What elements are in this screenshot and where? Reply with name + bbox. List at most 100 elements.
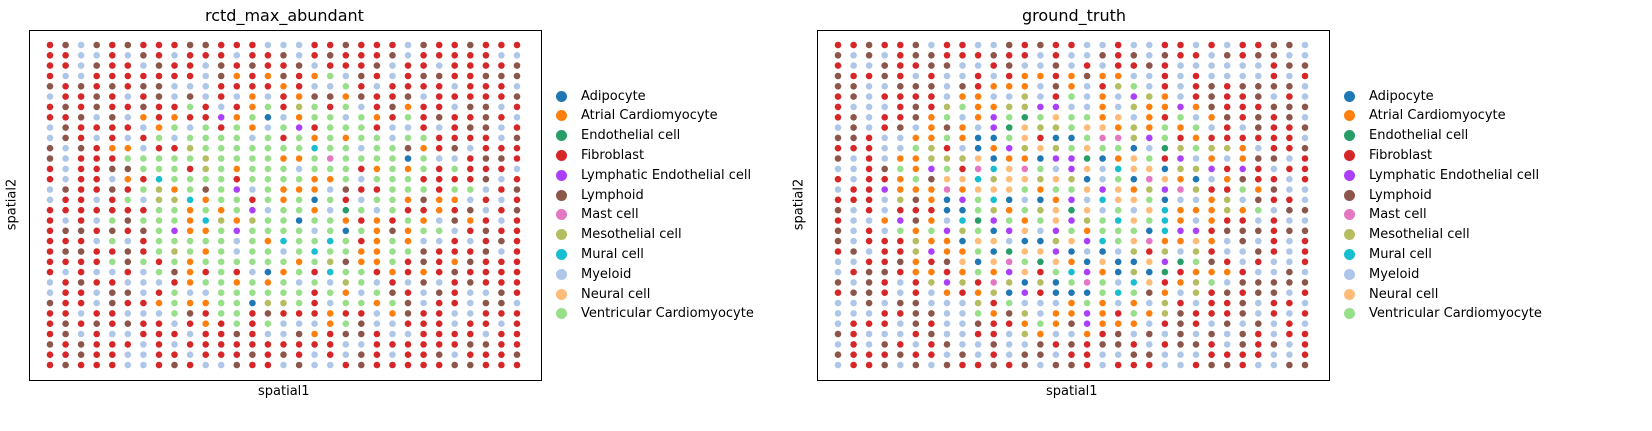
scatter-point <box>1130 103 1138 111</box>
scatter-point <box>865 41 873 49</box>
scatter-point <box>974 62 982 69</box>
scatter-point <box>140 289 147 297</box>
scatter-point <box>109 237 116 245</box>
scatter-point <box>155 114 163 121</box>
scatter-point <box>912 175 920 183</box>
scatter-point <box>1270 155 1278 162</box>
scatter-point <box>498 41 505 49</box>
scatter-point <box>155 341 163 348</box>
scatter-point <box>46 93 54 100</box>
scatter-point <box>186 103 194 111</box>
scatter-point <box>959 320 966 328</box>
scatter-point <box>62 93 69 100</box>
scatter-point <box>311 351 318 359</box>
scatter-point <box>420 114 427 121</box>
scatter-point <box>1301 351 1309 359</box>
scatter-point <box>1083 72 1091 80</box>
scatter-point <box>1161 155 1169 162</box>
scatter-point <box>342 320 350 328</box>
scatter-point <box>1068 155 1075 162</box>
scatter-point <box>959 62 966 69</box>
scatter-point <box>1114 330 1122 338</box>
scatter-point <box>93 227 100 235</box>
scatter-point <box>171 279 178 286</box>
scatter-point <box>482 217 490 224</box>
scatter-point <box>850 134 857 142</box>
scatter-point <box>46 206 54 214</box>
scatter-point <box>943 114 951 121</box>
scatter-point <box>1068 258 1075 266</box>
scatter-point <box>295 299 303 307</box>
scatter-point <box>959 268 966 276</box>
scatter-point <box>342 114 350 121</box>
scatter-point <box>1192 248 1200 255</box>
legend-item: Mast cell <box>1344 205 1427 225</box>
scatter-point <box>451 227 459 235</box>
scatter-point <box>959 134 966 142</box>
scatter-point <box>404 310 412 317</box>
scatter-point <box>155 72 163 80</box>
scatter-point <box>1255 258 1262 266</box>
scatter-point <box>834 320 842 328</box>
scatter-point <box>928 62 935 69</box>
scatter-point <box>1021 217 1029 224</box>
scatter-point <box>959 41 966 49</box>
scatter-point <box>358 227 365 235</box>
scatter-point <box>46 124 54 131</box>
scatter-point <box>467 165 474 173</box>
scatter-point <box>850 237 857 245</box>
scatter-point <box>1286 227 1293 235</box>
scatter-point <box>404 134 412 142</box>
scatter-point <box>1161 206 1169 214</box>
scatter-point <box>1021 62 1029 69</box>
scatter-point <box>311 248 318 255</box>
scatter-point <box>1005 52 1013 59</box>
scatter-point <box>1192 155 1200 162</box>
scatter-point <box>326 41 334 49</box>
scatter-point <box>77 62 85 69</box>
scatter-point <box>124 289 132 297</box>
scatter-point <box>865 268 873 276</box>
scatter-point <box>1255 165 1262 173</box>
scatter-point <box>1114 299 1122 307</box>
scatter-point <box>280 351 287 359</box>
scatter-point <box>990 155 997 162</box>
scatter-point <box>943 361 951 369</box>
scatter-point <box>1021 175 1029 183</box>
scatter-point <box>389 279 396 286</box>
scatter-point <box>1130 361 1138 369</box>
scatter-point <box>912 52 920 59</box>
scatter-point <box>897 361 904 369</box>
scatter-point <box>1192 83 1200 90</box>
legend-marker <box>1344 229 1355 241</box>
scatter-point <box>171 217 178 224</box>
scatter-point <box>498 186 505 193</box>
scatter-point <box>1037 175 1044 183</box>
scatter-point <box>358 196 365 204</box>
scatter-point <box>249 299 256 307</box>
legend-label: Lymphoid <box>1369 187 1432 203</box>
scatter-point <box>93 93 100 100</box>
scatter-point <box>881 175 888 183</box>
scatter-point <box>358 258 365 266</box>
scatter-point <box>943 62 951 69</box>
scatter-point <box>249 175 256 183</box>
scatter-point <box>1083 196 1091 204</box>
scatter-point <box>404 279 412 286</box>
scatter-point <box>264 320 272 328</box>
scatter-point <box>1239 52 1246 59</box>
scatter-point <box>1223 206 1231 214</box>
scatter-point <box>93 186 100 193</box>
scatter-point <box>467 227 474 235</box>
scatter-point <box>1021 196 1029 204</box>
scatter-point <box>451 279 459 286</box>
scatter-point <box>498 72 505 80</box>
scatter-point <box>358 165 365 173</box>
scatter-point <box>1301 268 1309 276</box>
scatter-point <box>834 341 842 348</box>
scatter-point <box>451 237 459 245</box>
scatter-point <box>77 83 85 90</box>
scatter-point <box>943 52 951 59</box>
scatter-point <box>46 62 54 69</box>
scatter-point <box>1114 217 1122 224</box>
